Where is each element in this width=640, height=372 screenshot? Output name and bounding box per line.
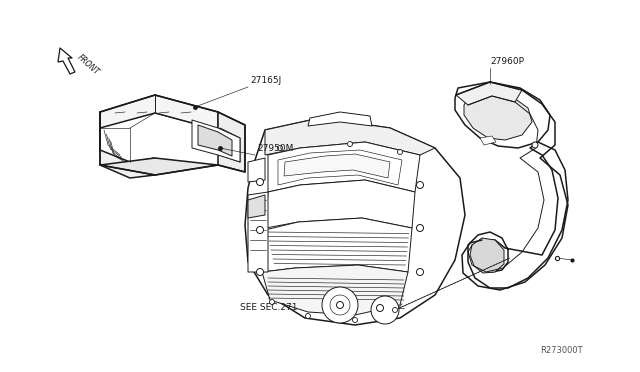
- Text: R273000T: R273000T: [540, 346, 582, 355]
- Polygon shape: [468, 142, 568, 288]
- Polygon shape: [455, 82, 550, 148]
- Circle shape: [257, 269, 264, 276]
- Polygon shape: [248, 192, 268, 272]
- Circle shape: [337, 301, 344, 308]
- Polygon shape: [100, 95, 218, 130]
- Polygon shape: [248, 195, 265, 218]
- Polygon shape: [470, 238, 504, 273]
- Polygon shape: [262, 265, 408, 315]
- Polygon shape: [456, 82, 522, 105]
- Polygon shape: [100, 158, 218, 175]
- Circle shape: [417, 269, 424, 276]
- Polygon shape: [278, 150, 402, 185]
- Text: FRONT: FRONT: [75, 53, 100, 77]
- Circle shape: [348, 141, 353, 147]
- Circle shape: [397, 150, 403, 154]
- Polygon shape: [262, 218, 412, 272]
- Circle shape: [353, 317, 358, 323]
- Circle shape: [532, 142, 538, 148]
- Circle shape: [269, 299, 275, 305]
- Circle shape: [417, 182, 424, 189]
- Polygon shape: [268, 142, 420, 192]
- Polygon shape: [245, 118, 465, 325]
- Polygon shape: [266, 180, 415, 228]
- Text: 27950M: 27950M: [257, 144, 293, 153]
- Polygon shape: [192, 120, 240, 162]
- Circle shape: [257, 179, 264, 186]
- Text: SEE SEC.271: SEE SEC.271: [240, 304, 298, 312]
- Polygon shape: [308, 112, 372, 126]
- Circle shape: [417, 224, 424, 231]
- Circle shape: [392, 308, 397, 312]
- Circle shape: [376, 305, 383, 311]
- Polygon shape: [58, 48, 75, 74]
- Polygon shape: [220, 128, 240, 162]
- Polygon shape: [265, 118, 435, 155]
- Polygon shape: [480, 136, 496, 145]
- Polygon shape: [100, 112, 155, 178]
- Circle shape: [278, 145, 282, 151]
- Circle shape: [305, 314, 310, 318]
- Circle shape: [322, 287, 358, 323]
- Polygon shape: [464, 92, 532, 140]
- Polygon shape: [248, 158, 265, 182]
- Polygon shape: [218, 112, 245, 172]
- Text: 27165J: 27165J: [250, 76, 281, 85]
- Polygon shape: [198, 125, 232, 156]
- Circle shape: [257, 227, 264, 234]
- Text: 27960P: 27960P: [490, 57, 524, 66]
- Circle shape: [330, 295, 350, 315]
- Circle shape: [371, 296, 399, 324]
- Polygon shape: [284, 154, 390, 178]
